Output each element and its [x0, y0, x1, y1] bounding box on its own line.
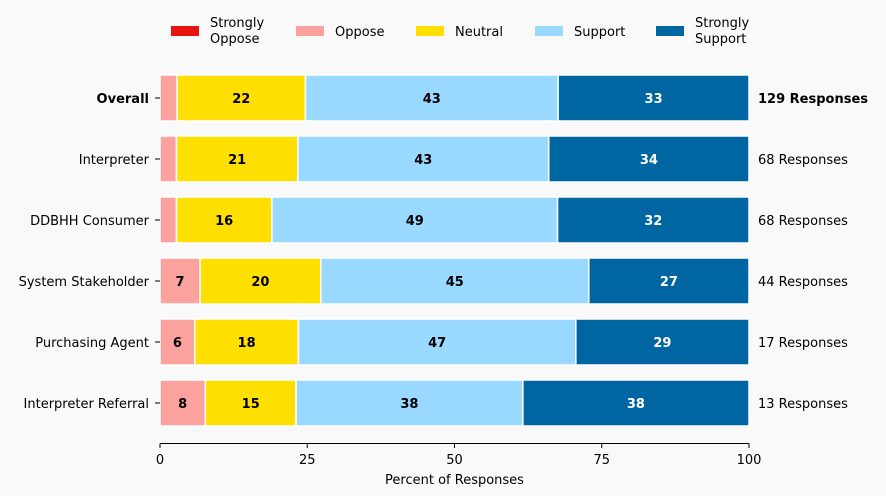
- legend-item-support: Support: [535, 25, 625, 40]
- bar-value-label: 18: [238, 336, 256, 351]
- x-tick-label: 0: [156, 453, 164, 468]
- bar-value-label: 47: [428, 336, 446, 351]
- legend-label: Oppose: [335, 25, 384, 40]
- bar-row-purchasing-agent: 6 18 47 29: [159, 318, 750, 366]
- bars: 22 43 33 21 43 34 16 49 32 7 20 45 27 6 18 47 29 8 15 38 38: [159, 74, 750, 427]
- bar-value-label: 43: [423, 92, 441, 107]
- bar-segment-oppose: [159, 74, 178, 122]
- bar-value-label: 32: [644, 214, 662, 229]
- legend-item-strongly-oppose: Strongly Oppose: [171, 16, 264, 47]
- bar-segment-oppose: [159, 196, 178, 244]
- y-tick-label: Purchasing Agent: [35, 336, 149, 351]
- y-tick-label: DDBHH Consumer: [30, 214, 150, 229]
- bar-value-label: 34: [640, 153, 658, 168]
- x-tick-label: 25: [299, 453, 316, 468]
- y-tick-label: Interpreter Referral: [24, 397, 149, 412]
- legend-item-oppose: Oppose: [296, 25, 384, 40]
- bar-value-label: 21: [228, 153, 246, 168]
- response-count: 44 Responses: [758, 275, 848, 290]
- bar-segment-oppose: [159, 318, 196, 366]
- legend-swatch: [416, 26, 444, 36]
- legend-swatch: [296, 26, 324, 36]
- response-counts: 129 Responses 68 Responses 68 Responses 44 …: [758, 92, 868, 412]
- bar-segment-strongly-support: [556, 196, 750, 244]
- bar-segment-support: [320, 257, 590, 305]
- bar-value-label: 45: [446, 275, 464, 290]
- response-count: 68 Responses: [758, 153, 848, 168]
- bar-value-label: 8: [178, 397, 187, 412]
- bar-value-label: 15: [242, 397, 260, 412]
- bar-row-interpreter-referral: 8 15 38 38: [159, 379, 750, 427]
- legend-swatch: [171, 26, 199, 36]
- bar-value-label: 29: [653, 336, 671, 351]
- bar-value-label: 6: [173, 336, 182, 351]
- y-tick-label: Overall: [97, 92, 149, 107]
- bar-value-label: 7: [176, 275, 185, 290]
- y-axis: Overall Interpreter DDBHH Consumer System S…: [19, 92, 160, 412]
- y-tick-label: System Stakeholder: [19, 275, 150, 290]
- bar-value-label: 22: [232, 92, 250, 107]
- response-count: 13 Responses: [758, 397, 848, 412]
- x-tick-label: 100: [737, 453, 762, 468]
- bar-segment-strongly-support: [575, 318, 750, 366]
- bar-value-label: 16: [215, 214, 233, 229]
- response-count: 129 Responses: [758, 92, 868, 107]
- bar-segment-support: [297, 135, 550, 183]
- y-tick-label: Interpreter: [79, 153, 150, 168]
- bar-segment-support: [295, 379, 524, 427]
- bar-segment-strongly-support: [547, 135, 750, 183]
- legend-label: Strongly Support: [695, 16, 749, 47]
- response-count: 68 Responses: [758, 214, 848, 229]
- legend-item-neutral: Neutral: [416, 25, 503, 40]
- bar-segment-neutral: [204, 379, 297, 427]
- bar-segment-strongly-support: [588, 257, 750, 305]
- bar-segment-oppose: [159, 135, 178, 183]
- bar-segment-support: [297, 318, 577, 366]
- bar-value-label: 43: [414, 153, 432, 168]
- bar-row-ddbhh-consumer: 16 49 32: [159, 196, 750, 244]
- legend-item-strongly-support: Strongly Support: [656, 16, 749, 47]
- bar-row-overall: 22 43 33: [159, 74, 750, 122]
- legend-swatch: [535, 26, 563, 36]
- x-tick-label: 50: [446, 453, 463, 468]
- bar-row-interpreter: 21 43 34: [159, 135, 750, 183]
- bar-segment-neutral: [176, 74, 307, 122]
- bar-segment-support: [271, 196, 559, 244]
- x-tick-label: 75: [593, 453, 610, 468]
- bar-segment-strongly-support: [522, 379, 750, 427]
- x-axis-label: Percent of Responses: [385, 473, 524, 488]
- legend-label: Neutral: [455, 25, 503, 40]
- bar-value-label: 27: [660, 275, 678, 290]
- x-axis: 0 25 50 75 100: [156, 443, 762, 468]
- legend: Strongly Oppose Oppose Neutral Support Strong…: [171, 16, 749, 47]
- bar-segment-neutral: [175, 196, 273, 244]
- bar-value-label: 49: [406, 214, 424, 229]
- bar-value-label: 38: [627, 397, 645, 412]
- bar-value-label: 38: [400, 397, 418, 412]
- legend-label: Strongly Oppose: [210, 16, 264, 47]
- legend-label: Support: [574, 25, 625, 40]
- legend-swatch: [656, 26, 684, 36]
- bar-value-label: 33: [645, 92, 663, 107]
- bar-segment-support: [304, 74, 559, 122]
- bar-value-label: 20: [251, 275, 269, 290]
- response-count: 17 Responses: [758, 336, 848, 351]
- bar-row-system-stakeholder: 7 20 45 27: [159, 257, 750, 305]
- bar-segment-strongly-support: [557, 74, 750, 122]
